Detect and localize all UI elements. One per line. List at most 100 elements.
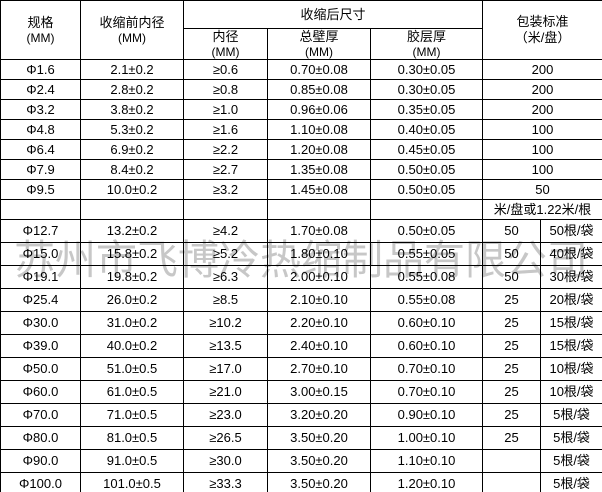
cell-pre-shrink bbox=[80, 198, 184, 220]
cell-glue-thickness: 1.10±0.10 bbox=[369, 448, 484, 473]
cell-spec: Φ1.6 bbox=[0, 58, 81, 80]
cell-wall-thickness: 1.80±0.10 bbox=[267, 241, 371, 266]
cell-packing: 200 bbox=[482, 78, 602, 100]
cell-pre-shrink: 26.0±0.2 bbox=[80, 287, 184, 312]
cell-pre-shrink: 71.0±0.5 bbox=[80, 402, 184, 427]
cell-packing-meters: 50 bbox=[482, 241, 542, 266]
table-row: Φ50.0 51.0±0.5 ≥17.0 2.70±0.10 0.70±0.10 25 10… bbox=[0, 356, 602, 381]
table-row: Φ19.1 19.8±0.2 ≥6.3 2.00±0.10 0.55±0.08 50 30根… bbox=[0, 264, 602, 289]
cell-pre-shrink: 81.0±0.5 bbox=[80, 425, 184, 450]
cell-glue-thickness: 1.00±0.10 bbox=[369, 425, 484, 450]
header-packing-line1: 包装标准 bbox=[516, 14, 569, 30]
cell-packing-meters: 25 bbox=[482, 333, 542, 358]
cell-spec bbox=[0, 198, 81, 220]
cell-inner-dia: ≥2.7 bbox=[183, 158, 268, 180]
cell-spec: Φ7.9 bbox=[0, 158, 81, 180]
cell-packing-meters bbox=[482, 471, 542, 492]
header-wall-line1: 总壁厚 bbox=[299, 29, 339, 44]
cell-glue-thickness: 0.60±0.10 bbox=[369, 333, 484, 358]
table-body: Φ1.6 2.1±0.2 ≥0.6 0.70±0.08 0.30±0.05 200 Φ2.4… bbox=[0, 58, 602, 492]
table-row: 米/盘或1.22米/根 bbox=[0, 198, 602, 220]
cell-glue-thickness: 1.20±0.10 bbox=[369, 471, 484, 492]
table-row: Φ70.0 71.0±0.5 ≥23.0 3.20±0.20 0.90±0.10 25 5根… bbox=[0, 402, 602, 427]
cell-glue-thickness: 0.60±0.10 bbox=[369, 310, 484, 335]
cell-glue-thickness: 0.35±0.05 bbox=[369, 98, 484, 120]
cell-wall-thickness: 3.20±0.20 bbox=[267, 402, 371, 427]
table-row: Φ6.4 6.9±0.2 ≥2.2 1.20±0.08 0.45±0.05 100 bbox=[0, 138, 602, 160]
cell-wall-thickness: 1.10±0.08 bbox=[267, 118, 371, 140]
cell-spec: Φ39.0 bbox=[0, 333, 81, 358]
cell-glue-thickness: 0.50±0.05 bbox=[369, 158, 484, 180]
cell-spec: Φ19.1 bbox=[0, 264, 81, 289]
cell-pre-shrink: 40.0±0.2 bbox=[80, 333, 184, 358]
table-row: Φ30.0 31.0±0.2 ≥10.2 2.20±0.10 0.60±0.10 25 15… bbox=[0, 310, 602, 335]
cell-wall-thickness: 3.00±0.15 bbox=[267, 379, 371, 404]
header-spec: 规格 (MM) bbox=[0, 0, 81, 60]
cell-packing-meters: 50 bbox=[482, 264, 542, 289]
cell-packing-bag: 50根/袋 bbox=[540, 218, 602, 243]
header-glue-line1: 胶层厚 bbox=[407, 29, 447, 44]
header-spec-line1: 规格 bbox=[27, 15, 54, 30]
cell-wall-thickness: 2.70±0.10 bbox=[267, 356, 371, 381]
cell-packing-bag: 5根/袋 bbox=[540, 402, 602, 427]
cell-spec: Φ70.0 bbox=[0, 402, 81, 427]
cell-packing: 100 bbox=[482, 138, 602, 160]
cell-pre-shrink: 15.8±0.2 bbox=[80, 241, 184, 266]
header-post-shrink-group: 收缩后尺寸 bbox=[182, 0, 484, 29]
cell-packing-bag: 5根/袋 bbox=[540, 471, 602, 492]
header-pre-shrink-line1: 收缩前内径 bbox=[99, 15, 165, 30]
cell-packing-bag: 5根/袋 bbox=[540, 425, 602, 450]
cell-inner-dia: ≥0.6 bbox=[183, 58, 268, 80]
table-row: Φ4.8 5.3±0.2 ≥1.6 1.10±0.08 0.40±0.05 100 bbox=[0, 118, 602, 140]
table-row: Φ7.9 8.4±0.2 ≥2.7 1.35±0.08 0.50±0.05 100 bbox=[0, 158, 602, 180]
cell-packing-bag: 15根/袋 bbox=[540, 333, 602, 358]
cell-inner-dia: ≥30.0 bbox=[183, 448, 268, 473]
cell-inner-dia: ≥3.2 bbox=[183, 178, 268, 200]
cell-glue-thickness: 0.55±0.08 bbox=[369, 287, 484, 312]
table-row: Φ80.0 81.0±0.5 ≥26.5 3.50±0.20 1.00±0.10 25 5根… bbox=[0, 425, 602, 450]
cell-spec: Φ100.0 bbox=[0, 471, 81, 492]
cell-wall-thickness: 1.35±0.08 bbox=[267, 158, 371, 180]
cell-wall-thickness: 1.70±0.08 bbox=[267, 218, 371, 243]
cell-glue-thickness: 0.90±0.10 bbox=[369, 402, 484, 427]
cell-inner-dia: ≥21.0 bbox=[183, 379, 268, 404]
cell-inner-dia: ≥5.2 bbox=[183, 241, 268, 266]
cell-spec: Φ30.0 bbox=[0, 310, 81, 335]
cell-packing: 100 bbox=[482, 118, 602, 140]
cell-wall-thickness bbox=[267, 198, 371, 220]
header-wall: 总壁厚 (MM) bbox=[267, 28, 371, 60]
table-row: Φ15.0 15.8±0.2 ≥5.2 1.80±0.10 0.55±0.05 50 40根… bbox=[0, 241, 602, 266]
header-inner-dia-line2: (MM) bbox=[211, 44, 240, 59]
cell-inner-dia: ≥33.3 bbox=[183, 471, 268, 492]
cell-packing: 200 bbox=[482, 58, 602, 80]
cell-packing: 200 bbox=[482, 98, 602, 120]
cell-glue-thickness: 0.30±0.05 bbox=[369, 58, 484, 80]
cell-pre-shrink: 51.0±0.5 bbox=[80, 356, 184, 381]
cell-inner-dia: ≥1.6 bbox=[183, 118, 268, 140]
cell-packing-bag: 20根/袋 bbox=[540, 287, 602, 312]
cell-pre-shrink: 91.0±0.5 bbox=[80, 448, 184, 473]
cell-inner-dia: ≥4.2 bbox=[183, 218, 268, 243]
cell-inner-dia: ≥2.2 bbox=[183, 138, 268, 160]
cell-glue-thickness bbox=[369, 198, 484, 220]
cell-glue-thickness: 0.55±0.05 bbox=[369, 241, 484, 266]
cell-wall-thickness: 2.10±0.10 bbox=[267, 287, 371, 312]
header-inner-dia-line1: 内径 bbox=[212, 29, 239, 44]
cell-inner-dia: ≥23.0 bbox=[183, 402, 268, 427]
cell-pre-shrink: 8.4±0.2 bbox=[80, 158, 184, 180]
cell-glue-thickness: 0.70±0.10 bbox=[369, 356, 484, 381]
cell-inner-dia: ≥17.0 bbox=[183, 356, 268, 381]
table-row: Φ1.6 2.1±0.2 ≥0.6 0.70±0.08 0.30±0.05 200 bbox=[0, 58, 602, 80]
cell-pre-shrink: 6.9±0.2 bbox=[80, 138, 184, 160]
cell-pre-shrink: 10.0±0.2 bbox=[80, 178, 184, 200]
cell-inner-dia: ≥0.8 bbox=[183, 78, 268, 100]
cell-spec: Φ15.0 bbox=[0, 241, 81, 266]
cell-packing: 100 bbox=[482, 158, 602, 180]
cell-wall-thickness: 0.96±0.06 bbox=[267, 98, 371, 120]
cell-packing-bag: 30根/袋 bbox=[540, 264, 602, 289]
cell-packing-bag: 5根/袋 bbox=[540, 448, 602, 473]
cell-spec: Φ4.8 bbox=[0, 118, 81, 140]
cell-spec: Φ3.2 bbox=[0, 98, 81, 120]
cell-packing-bag: 40根/袋 bbox=[540, 241, 602, 266]
